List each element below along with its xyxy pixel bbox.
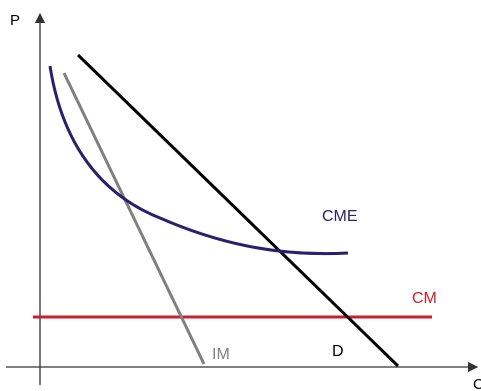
x-axis-label: C — [473, 376, 481, 391]
demand-curve — [76, 53, 400, 368]
cme-label: CME — [322, 208, 358, 225]
cme-curve — [48, 65, 349, 256]
y-axis-label: P — [10, 12, 20, 29]
im-label: IM — [212, 346, 230, 363]
demand-label: D — [332, 343, 344, 360]
im-curve — [62, 72, 206, 365]
cm-label: CM — [412, 290, 437, 307]
